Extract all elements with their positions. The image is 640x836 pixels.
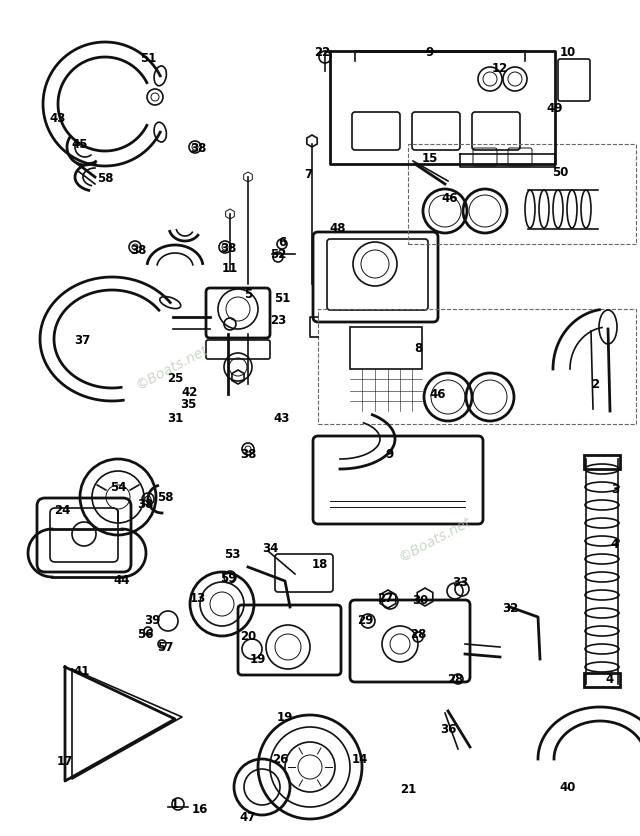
Text: 16: 16 bbox=[192, 803, 208, 816]
Text: 49: 49 bbox=[547, 101, 563, 115]
Text: 17: 17 bbox=[57, 755, 73, 767]
Text: 9: 9 bbox=[426, 45, 434, 59]
Text: 37: 37 bbox=[74, 333, 90, 346]
Text: 48: 48 bbox=[330, 222, 346, 234]
Text: 38: 38 bbox=[190, 141, 206, 155]
Text: 54: 54 bbox=[109, 481, 126, 494]
Text: 33: 33 bbox=[452, 575, 468, 588]
Text: 11: 11 bbox=[222, 261, 238, 274]
Text: 23: 23 bbox=[270, 314, 286, 326]
Text: 29: 29 bbox=[357, 613, 373, 626]
Text: 9: 9 bbox=[386, 448, 394, 461]
Text: 26: 26 bbox=[272, 752, 288, 766]
Text: 12: 12 bbox=[492, 61, 508, 74]
Text: 51: 51 bbox=[274, 291, 290, 304]
Text: 59: 59 bbox=[220, 571, 236, 584]
Text: 43: 43 bbox=[50, 111, 66, 125]
Text: 27: 27 bbox=[377, 591, 393, 604]
Text: 21: 21 bbox=[400, 782, 416, 796]
Text: 56: 56 bbox=[137, 628, 153, 640]
Text: 47: 47 bbox=[240, 811, 256, 823]
Text: 36: 36 bbox=[440, 722, 456, 736]
Text: 57: 57 bbox=[157, 640, 173, 654]
Text: 46: 46 bbox=[442, 191, 458, 204]
Text: 58: 58 bbox=[97, 171, 113, 184]
Text: 15: 15 bbox=[422, 151, 438, 165]
Text: 38: 38 bbox=[137, 498, 153, 511]
Text: 24: 24 bbox=[54, 503, 70, 516]
Text: 28: 28 bbox=[447, 673, 463, 686]
Text: 42: 42 bbox=[182, 385, 198, 398]
Text: ©Boats.net: ©Boats.net bbox=[133, 343, 211, 393]
Text: 22: 22 bbox=[314, 45, 330, 59]
Text: 3: 3 bbox=[611, 483, 619, 496]
Text: ©Boats.net: ©Boats.net bbox=[396, 514, 474, 564]
Text: 30: 30 bbox=[412, 593, 428, 606]
Text: 38: 38 bbox=[220, 242, 236, 254]
Text: 34: 34 bbox=[262, 541, 278, 553]
Text: 32: 32 bbox=[502, 601, 518, 614]
Text: 4: 4 bbox=[611, 538, 619, 551]
Text: 1: 1 bbox=[171, 798, 179, 811]
Text: 18: 18 bbox=[312, 558, 328, 571]
Text: 38: 38 bbox=[240, 448, 256, 461]
Text: 14: 14 bbox=[352, 752, 368, 766]
Text: 41: 41 bbox=[74, 665, 90, 678]
Text: 28: 28 bbox=[410, 628, 426, 640]
Text: 50: 50 bbox=[552, 166, 568, 178]
Text: 31: 31 bbox=[167, 411, 183, 424]
Text: 19: 19 bbox=[277, 711, 293, 724]
Text: 2: 2 bbox=[591, 378, 599, 391]
Text: 10: 10 bbox=[560, 45, 576, 59]
Text: 43: 43 bbox=[274, 411, 290, 424]
Text: 53: 53 bbox=[224, 548, 240, 561]
Text: 7: 7 bbox=[304, 168, 312, 181]
Text: 5: 5 bbox=[244, 288, 252, 301]
Text: 40: 40 bbox=[560, 781, 576, 793]
Text: 52: 52 bbox=[270, 248, 286, 261]
Text: 6: 6 bbox=[278, 237, 286, 249]
Text: 58: 58 bbox=[157, 491, 173, 504]
Text: 51: 51 bbox=[140, 52, 156, 64]
Text: 35: 35 bbox=[180, 398, 196, 411]
Text: 20: 20 bbox=[240, 630, 256, 643]
Text: 46: 46 bbox=[429, 388, 446, 401]
Text: 13: 13 bbox=[190, 591, 206, 604]
Text: 45: 45 bbox=[72, 138, 88, 151]
Text: 39: 39 bbox=[144, 613, 160, 626]
Text: 44: 44 bbox=[114, 573, 131, 586]
Text: 25: 25 bbox=[167, 371, 183, 384]
Text: 8: 8 bbox=[414, 341, 422, 354]
Text: 4: 4 bbox=[606, 673, 614, 686]
Text: 38: 38 bbox=[130, 243, 146, 256]
Text: 19: 19 bbox=[250, 653, 266, 665]
